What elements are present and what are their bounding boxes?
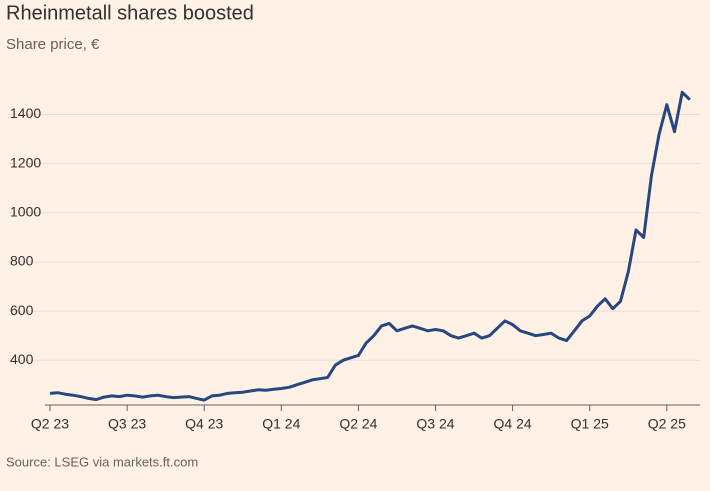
source: Source: LSEG via markets.ft.com (6, 454, 198, 469)
y-tick-label: 1000 (10, 204, 41, 220)
x-tick-label: Q1 24 (262, 416, 300, 432)
y-tick-label: 1200 (10, 154, 41, 170)
x-tick-label: Q2 24 (339, 416, 377, 432)
x-tick-label: Q4 23 (185, 416, 223, 432)
chart-title: Rheinmetall shares boosted (6, 2, 254, 24)
x-tick-label: Q2 23 (31, 416, 69, 432)
x-tick-label: Q4 24 (494, 416, 532, 432)
x-tick-label: Q3 23 (108, 416, 146, 432)
y-tick-label: 400 (10, 351, 34, 367)
y-tick-label: 800 (10, 253, 34, 269)
x-tick-label: Q3 24 (416, 416, 454, 432)
y-tick-label: 1400 (10, 105, 41, 121)
x-tick-label: Q1 25 (571, 416, 609, 432)
x-tick-label: Q2 25 (648, 416, 686, 432)
chart-subtitle: Share price, € (6, 36, 100, 53)
price-line (49, 90, 691, 402)
y-tick-label: 600 (10, 302, 34, 318)
